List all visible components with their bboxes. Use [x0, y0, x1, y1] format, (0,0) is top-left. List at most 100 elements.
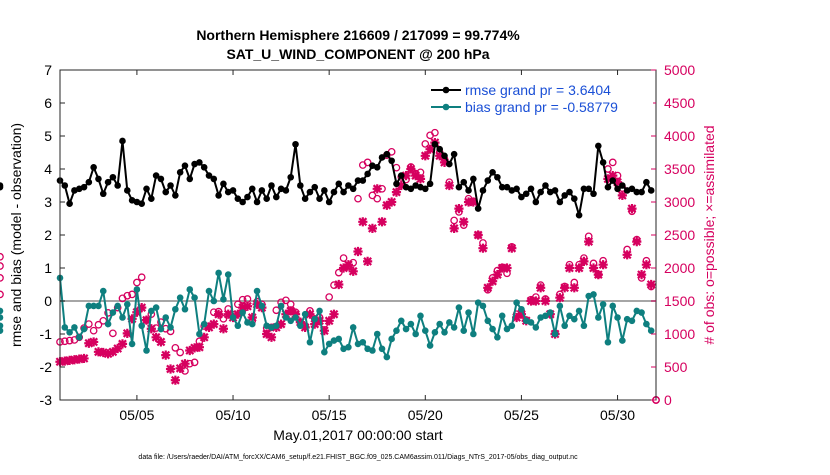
obs-assimilated-marker [507, 243, 517, 253]
rmse-point [575, 211, 583, 219]
obs-assimilated-marker [98, 347, 108, 358]
bias-point [316, 307, 323, 315]
bias-point [119, 314, 126, 321]
bias-point [470, 330, 477, 338]
bias-point [306, 338, 314, 346]
rmse-point [585, 185, 593, 193]
obs-assimilated-marker [199, 332, 209, 342]
obs-assimilated-marker [266, 332, 277, 342]
obs-assimilated-marker [137, 303, 147, 313]
rmse-point [470, 175, 477, 183]
x-tick-label: 05/30 [600, 407, 635, 423]
rmse-point [297, 182, 304, 189]
rmse-point [532, 198, 540, 206]
bias-point [566, 312, 573, 320]
rmse-point [407, 185, 415, 193]
y-right-tick-label: 0 [664, 392, 672, 408]
obs-assimilated-marker [627, 204, 637, 214]
obs-assimilated-marker [151, 332, 161, 342]
obs-assimilated-marker [334, 279, 344, 290]
rmse-point [229, 187, 237, 194]
obs-assimilated-marker [463, 197, 474, 207]
obs-assimilated-marker [348, 266, 358, 276]
rmse-point [503, 183, 511, 191]
bias-point [527, 319, 535, 326]
y-left-tick-label: 5 [44, 128, 52, 144]
rmse-point [330, 188, 338, 196]
obs-assimilated-marker [218, 324, 229, 334]
bias-point [258, 302, 266, 310]
obs-assimilated-marker [636, 270, 647, 280]
rmse-point [498, 183, 506, 191]
bias-point [546, 309, 554, 316]
obs-assimilated-marker [584, 237, 594, 247]
bias-point [647, 327, 655, 335]
obs-possible-marker [334, 268, 343, 277]
obs-possible-marker [0, 274, 4, 282]
rmse-point [167, 182, 174, 189]
obs-assimilated-marker [180, 359, 190, 369]
rmse-point [628, 185, 636, 193]
obs-assimilated-marker [290, 309, 301, 319]
rmse-line [59, 140, 653, 216]
rmse-point [638, 188, 645, 196]
y-left-tick-label: 1 [44, 260, 52, 276]
y-right-tick-label: 500 [664, 359, 688, 375]
obs-assimilated-marker [588, 263, 599, 273]
obs-assimilated-marker [60, 356, 70, 366]
obs-assimilated-marker [127, 314, 137, 324]
rmse-point [527, 185, 535, 193]
rmse-point [162, 188, 170, 196]
obs-assimilated-marker [214, 309, 224, 319]
obs-assimilated-marker [497, 263, 507, 273]
rmse-point [561, 192, 568, 199]
obs-assimilated-marker [449, 223, 459, 233]
x-tick-label: 05/10 [216, 407, 251, 423]
rmse-point [200, 164, 208, 171]
rmse-point [570, 195, 578, 202]
bias-point [253, 287, 261, 295]
rmse-point [460, 178, 468, 186]
rmse-point [513, 185, 520, 193]
bias-point [0, 307, 4, 315]
rmse-point [619, 182, 626, 189]
rmse-point [595, 142, 602, 150]
obs-assimilated-marker [89, 337, 99, 347]
obs-assimilated-marker [165, 364, 176, 374]
bias-point [239, 309, 246, 316]
rmse-point [325, 198, 333, 206]
obs-assimilated-marker [444, 180, 454, 191]
obs-assimilated-marker [468, 197, 478, 207]
bias-point [210, 297, 218, 305]
bias-point [532, 324, 540, 331]
bias-point [498, 312, 506, 320]
y-right-tick-label: 3500 [664, 161, 695, 177]
obs-assimilated-marker [189, 343, 200, 353]
obs-assimilated-marker [146, 324, 156, 334]
obs-assimilated-marker [84, 338, 94, 348]
obs-possible-marker [99, 316, 108, 325]
bias-point [205, 287, 213, 295]
bias-point [503, 325, 511, 333]
obs-assimilated-marker [353, 246, 363, 257]
bias-point [0, 327, 4, 334]
obs-assimilated-marker [343, 260, 353, 270]
bias-point [99, 287, 107, 295]
bias-point [80, 325, 88, 333]
obs-possible-marker [128, 290, 136, 299]
obs-assimilated-marker [411, 171, 421, 181]
rmse-point [104, 178, 112, 186]
obs-assimilated-marker [478, 243, 488, 253]
obs-possible-marker [339, 254, 348, 262]
obs-assimilated-marker [300, 322, 310, 332]
bias-point [191, 294, 198, 302]
rmse-point [393, 180, 400, 188]
bias-point [489, 325, 496, 333]
rmse-point [258, 187, 266, 194]
obs-possible-marker [431, 128, 439, 137]
bias-point [551, 330, 559, 338]
obs-assimilated-marker [156, 337, 166, 347]
obs-possible-marker [190, 358, 199, 367]
bias-point [388, 335, 395, 343]
y-left-tick-label: -1 [40, 326, 53, 342]
